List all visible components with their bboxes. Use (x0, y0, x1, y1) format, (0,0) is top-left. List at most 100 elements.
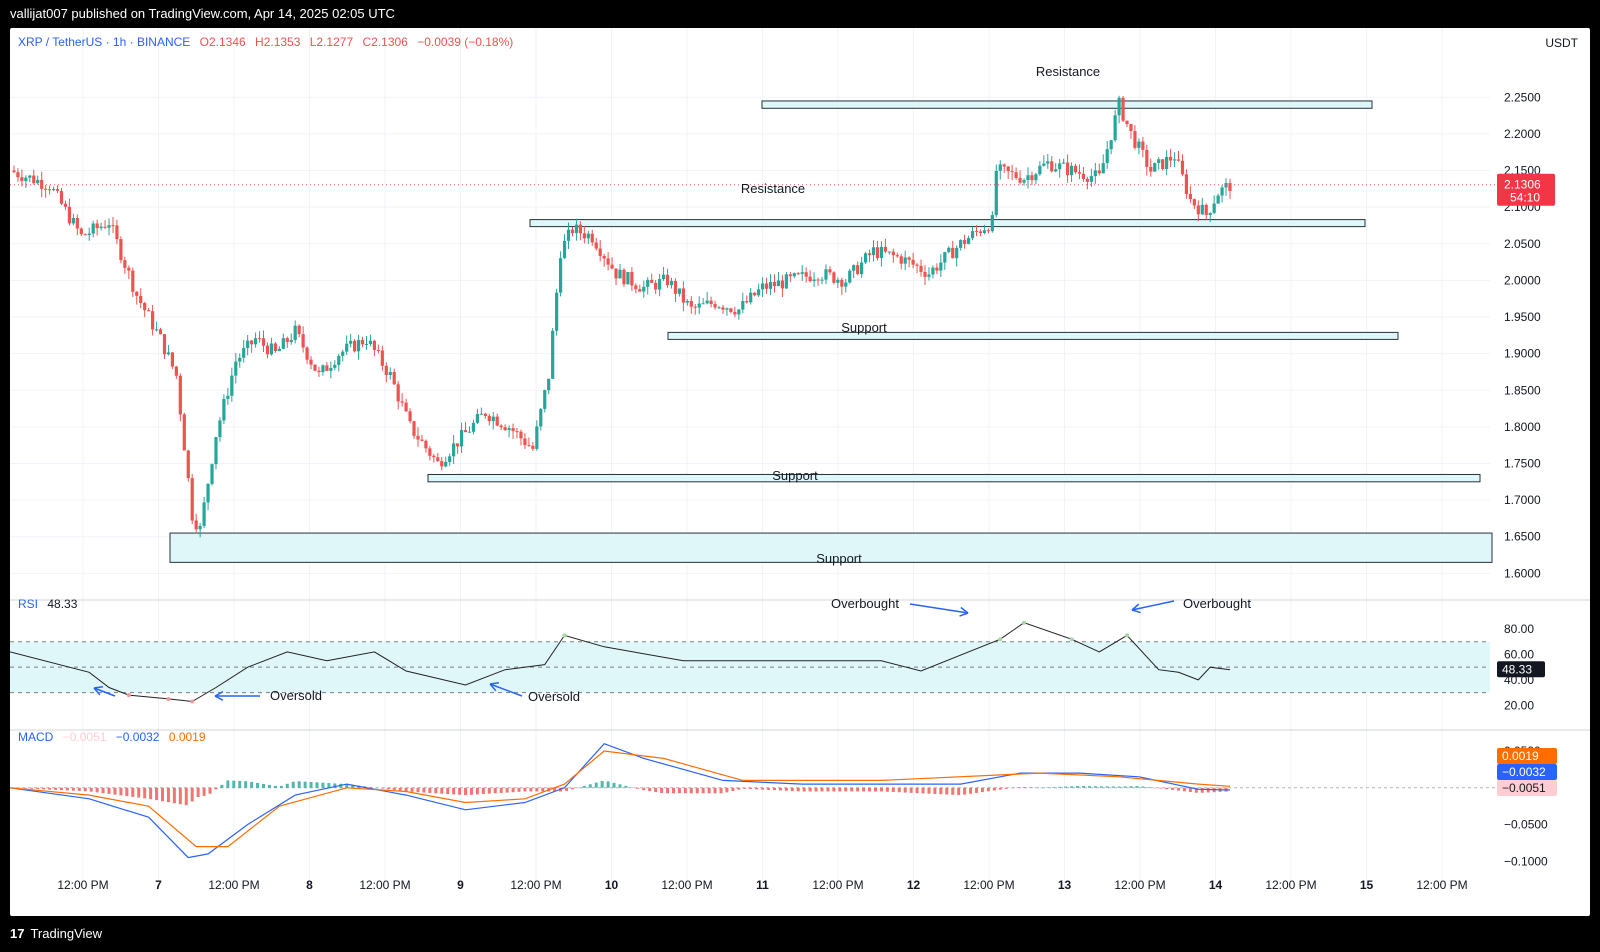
candle-body (820, 279, 824, 281)
candle-body (705, 300, 709, 304)
candle-body (927, 274, 931, 277)
macd-histogram-bar (18, 787, 22, 789)
annotation-arrow (909, 603, 969, 614)
macd-histogram-bar (701, 787, 705, 794)
macd-histogram-bar (434, 787, 438, 794)
candle-body (1172, 159, 1177, 161)
symbol-legend[interactable]: XRP / TetherUS · 1h · BINANCE O2.1346 H2… (18, 35, 519, 49)
candle-body (1176, 159, 1181, 161)
candle-body (1022, 180, 1026, 183)
macd-histogram-bar (600, 780, 604, 788)
macd-histogram-bar (677, 787, 681, 794)
macd-histogram-bar (986, 787, 990, 792)
candle-body (955, 247, 959, 259)
macd-histogram-bar (309, 782, 313, 788)
candle-body (345, 343, 349, 352)
candle-body (693, 306, 697, 308)
macd-histogram-bar (671, 787, 675, 794)
symbol-pair[interactable]: XRP / TetherUS · 1h · BINANCE (18, 35, 191, 49)
candle-body (455, 443, 460, 447)
candle-body (959, 240, 963, 248)
candle-body (87, 233, 91, 236)
candle-body (289, 339, 293, 343)
annotation-label: Oversold (270, 688, 322, 703)
macd-histogram-bar (654, 787, 658, 793)
time-tick-label: 12:00 PM (963, 878, 1014, 892)
macd-histogram-bar (452, 787, 456, 795)
candle-body (198, 525, 202, 530)
candle-body (424, 440, 428, 449)
candle-body (376, 349, 380, 351)
annotation-arrowhead (489, 681, 500, 685)
candle-body (757, 289, 761, 296)
macd-histogram-bar (250, 781, 254, 788)
macd-histogram-bar (267, 784, 271, 788)
macd-histogram-bar (1171, 787, 1175, 790)
support-zone (169, 532, 1493, 563)
candle-body (28, 175, 32, 178)
candle-body (768, 281, 773, 289)
candle-body (990, 215, 994, 232)
macd-histogram-bar (683, 787, 687, 794)
candle-body (242, 347, 246, 358)
candle-body (463, 430, 468, 433)
candle-body (669, 280, 674, 286)
candle-body (923, 271, 927, 277)
annotation-label: Support (772, 468, 818, 483)
candle-body (135, 291, 139, 296)
rsi-legend[interactable]: RSI 48.33 (18, 597, 83, 611)
macd-histogram-bar (428, 787, 432, 793)
macd-histogram-bar (856, 787, 860, 792)
macd-legend[interactable]: MACD −0.0051 −0.0032 0.0019 (18, 730, 212, 744)
macd-histogram-bar (404, 787, 408, 792)
candle-body (574, 224, 579, 234)
candle-body (654, 282, 658, 290)
candle-body (951, 247, 955, 259)
macd-histogram-bar (802, 787, 806, 792)
annotation-arrowhead (93, 686, 104, 689)
macd-histogram-bar (642, 787, 646, 791)
candle-body (1085, 178, 1090, 182)
candle-body (420, 439, 424, 441)
candle-body (158, 329, 163, 335)
macd-histogram-bar (119, 787, 123, 796)
candle-body (1161, 159, 1165, 170)
candle-body (717, 307, 721, 309)
rsi-overbought-fill (1069, 637, 1074, 642)
macd-histogram-bar (42, 787, 46, 790)
candle-body (107, 225, 111, 228)
macd-histogram-bar (535, 787, 539, 792)
macd-histogram-bar (719, 787, 723, 794)
candle-body (856, 265, 860, 275)
candle-body (1002, 164, 1006, 167)
candle-body (67, 206, 72, 224)
candle-body (895, 255, 899, 257)
macd-histogram-bar (1141, 786, 1145, 788)
tradingview-logo[interactable]: 17 TradingView (10, 926, 102, 941)
macd-histogram-bar (1177, 787, 1181, 791)
macd-value-badge (1497, 764, 1557, 780)
macd-histogram-bar (1194, 787, 1198, 793)
candle-body (974, 231, 979, 233)
macd-histogram-bar (1182, 787, 1186, 792)
macd-histogram-bar (155, 787, 159, 801)
candle-body (685, 300, 689, 303)
candle-body (12, 170, 16, 173)
macd-histogram-bar (957, 787, 961, 796)
candle-body (495, 416, 499, 426)
grid-lines (10, 28, 1590, 888)
macd-tick-label: −0.1000 (1504, 854, 1548, 868)
macd-histogram-bar (689, 787, 693, 794)
candle-body (333, 364, 337, 368)
candle-body (1192, 199, 1196, 206)
annotation-arrowhead (1131, 609, 1141, 614)
macd-histogram-bar (178, 787, 182, 805)
macd-value-badge-text: −0.0032 (1502, 765, 1546, 779)
last-price-countdown: 54:10 (1510, 191, 1540, 205)
candle-body (51, 189, 56, 191)
currency-label[interactable]: USDT (1545, 36, 1578, 50)
price-tick-label: 1.8000 (1504, 420, 1541, 434)
